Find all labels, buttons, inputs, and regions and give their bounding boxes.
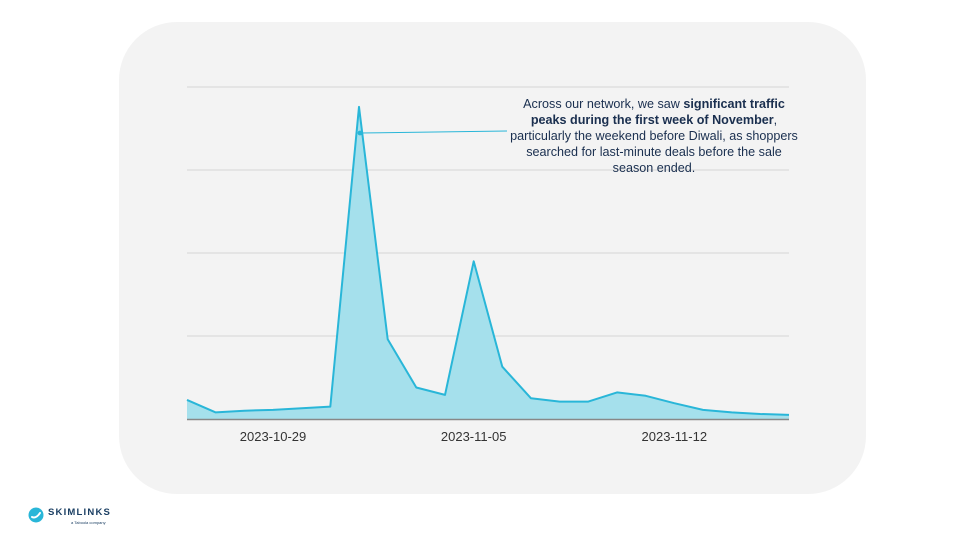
x-axis-ticks: 2023-10-29 2023-11-05 2023-11-12 xyxy=(240,429,707,444)
annotation-anchor-dot xyxy=(357,130,363,136)
x-tick-label: 2023-11-12 xyxy=(642,429,708,444)
traffic-series-line xyxy=(186,105,790,416)
annotation-text-after: , particularly the weekend before Diwali… xyxy=(510,113,798,175)
annotation-text-before: Across our network, we saw xyxy=(523,97,684,111)
chart-gridlines xyxy=(187,86,789,337)
chart-annotation: Across our network, we saw significant t… xyxy=(508,96,800,176)
brand-tagline: a Taboola company xyxy=(71,520,106,525)
skimlinks-logo: SKIMLINKS a Taboola company xyxy=(28,505,118,527)
x-tick-label: 2023-11-05 xyxy=(441,429,507,444)
annotation-text-bold: significant traffic peaks during the fir… xyxy=(530,97,785,127)
skimlinks-logo-icon xyxy=(28,507,44,523)
x-tick-label: 2023-10-29 xyxy=(240,429,307,444)
brand-name: SKIMLINKS xyxy=(48,507,112,518)
annotation-connector-line xyxy=(359,130,508,134)
